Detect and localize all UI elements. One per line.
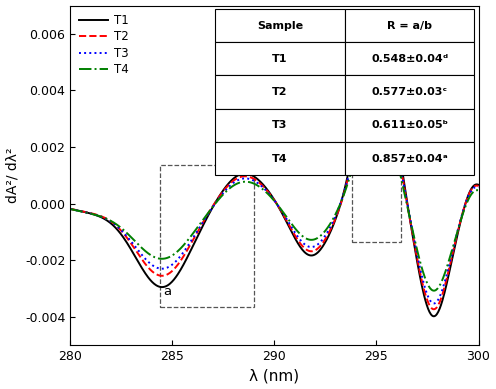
T3 (252, 179, 258, 184)
T2 (373, 60, 379, 65)
Bar (352, 28, 401, 242)
Legend: T1, T2, T3, T4: T1, T2, T3, T4 (76, 11, 131, 79)
Line: T3: T3 (70, 79, 479, 303)
T4 (375, 103, 381, 108)
T1 (172, 275, 178, 280)
T2 (375, 61, 381, 66)
T1 (373, 40, 379, 45)
T2 (67, 207, 73, 211)
T4 (252, 182, 258, 186)
T3 (139, 253, 145, 258)
Line: T2: T2 (70, 63, 479, 309)
Line: T1: T1 (70, 43, 479, 316)
Bar (160, 165, 254, 307)
T3 (431, 301, 436, 306)
Line: T4: T4 (70, 105, 479, 291)
T4 (373, 103, 379, 107)
T3 (172, 259, 178, 264)
T3 (476, 185, 482, 189)
T1 (340, 193, 346, 198)
T4 (139, 246, 145, 251)
T2 (340, 195, 346, 200)
T1 (431, 314, 436, 319)
T2 (252, 177, 258, 182)
T3 (373, 77, 379, 82)
T4 (476, 188, 482, 193)
Text: a: a (163, 286, 171, 298)
T1 (139, 267, 145, 272)
T4 (308, 238, 314, 242)
T4 (172, 251, 178, 256)
T4 (431, 288, 437, 293)
T1 (67, 207, 73, 211)
T3 (308, 245, 314, 249)
T2 (172, 265, 178, 270)
Y-axis label: dA²/ dλ²: dA²/ dλ² (5, 147, 19, 203)
T1 (476, 182, 482, 187)
T4 (67, 207, 73, 211)
T3 (67, 207, 73, 211)
T1 (308, 253, 314, 258)
T4 (340, 195, 346, 200)
T2 (431, 307, 436, 312)
T2 (139, 258, 145, 263)
T2 (308, 249, 314, 254)
T1 (252, 175, 258, 179)
Text: b: b (402, 56, 411, 70)
T3 (375, 78, 381, 82)
T3 (340, 194, 346, 198)
T2 (476, 184, 482, 188)
X-axis label: λ (nm): λ (nm) (249, 368, 300, 384)
T1 (375, 41, 381, 46)
